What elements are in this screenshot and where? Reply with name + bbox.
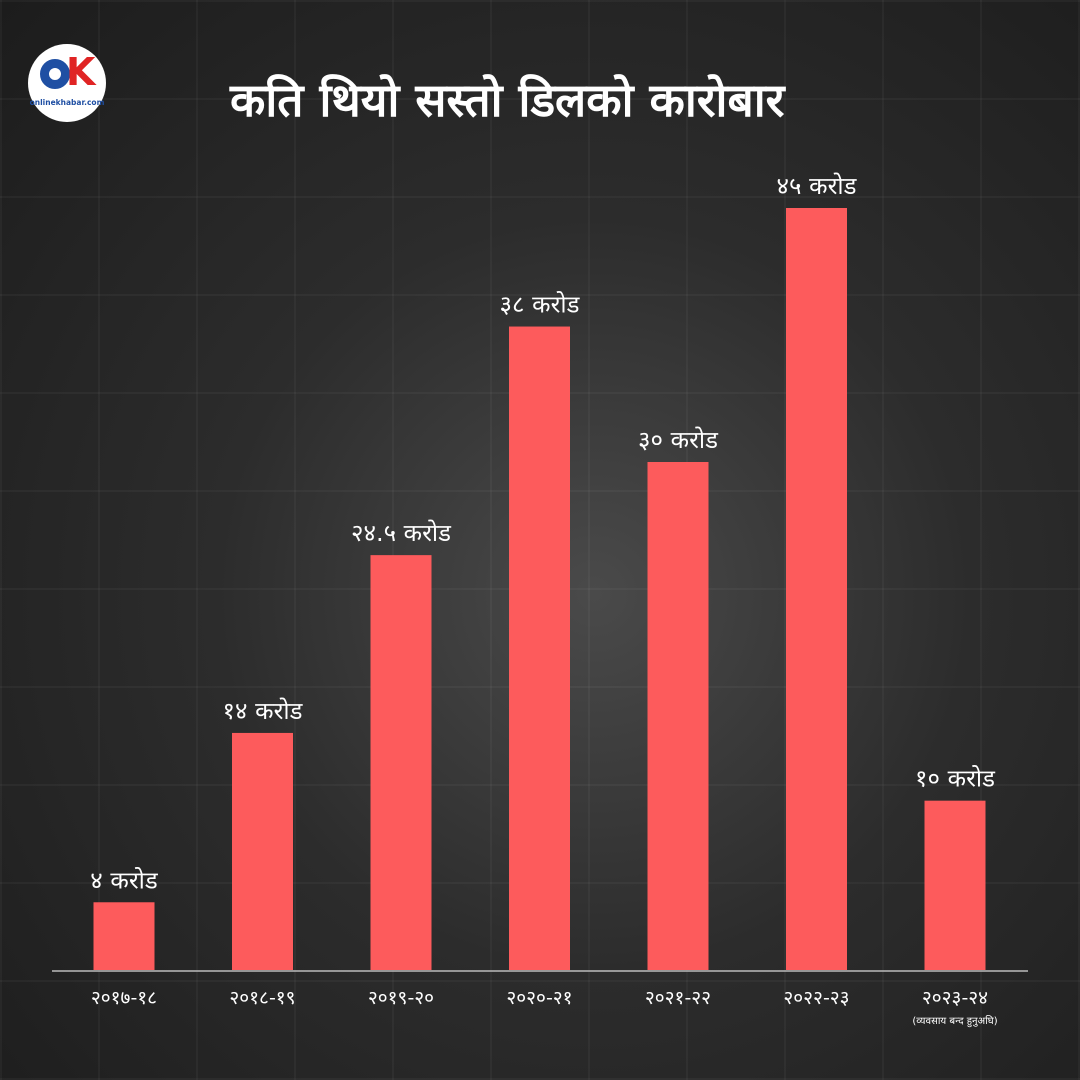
onlinekhabar-logo: K onlinekhabar.com xyxy=(28,44,106,122)
x-tick-label-4: २०२१-२२ xyxy=(645,987,711,1009)
x-tick-label-6: २०२३-२४ xyxy=(922,987,988,1009)
bar-value-label-6: १० करोड xyxy=(915,765,996,793)
logo-k-mark: K xyxy=(66,50,96,94)
bar-4 xyxy=(647,462,709,970)
bar-0 xyxy=(93,902,155,970)
logo-o-mark xyxy=(40,59,70,89)
x-tick-label-5: २०२२-२३ xyxy=(783,987,849,1009)
bar-value-label-4: ३० करोड xyxy=(638,426,719,454)
bar-value-label-1: १४ करोड xyxy=(223,697,304,725)
x-tick-note-6: (व्यवसाय बन्द हुनुअघि) xyxy=(912,1015,997,1028)
bar-1 xyxy=(232,732,293,970)
bar-6 xyxy=(924,800,986,970)
bar-value-label-5: ४५ करोड xyxy=(777,172,858,200)
logo-brand-text: onlinekhabar.com xyxy=(29,98,105,107)
bar-2 xyxy=(370,555,432,970)
chart-title: कति थियो सस्तो डिलको कारोबार xyxy=(230,73,785,127)
x-tick-label-3: २०२०-२१ xyxy=(506,987,572,1009)
bar-value-label-2: २४.५ करोड xyxy=(351,519,452,547)
bar-5 xyxy=(786,208,847,970)
bar-value-label-0: ४ करोड xyxy=(90,866,159,894)
x-tick-label-2: २०१९-२० xyxy=(368,987,434,1009)
bar-value-label-3: ३८ करोड xyxy=(500,291,581,319)
bar-3 xyxy=(509,326,570,970)
x-tick-label-1: २०१८-१९ xyxy=(229,987,295,1009)
x-tick-label-0: २०१७-१८ xyxy=(91,987,157,1009)
